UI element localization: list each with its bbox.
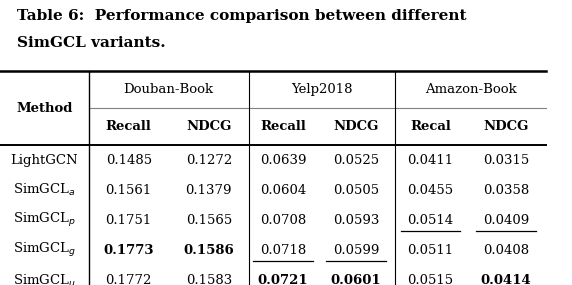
Text: 0.1272: 0.1272: [186, 154, 232, 167]
Text: 0.1586: 0.1586: [184, 244, 234, 257]
Text: 0.0525: 0.0525: [333, 154, 379, 167]
Text: Method: Method: [16, 102, 73, 115]
Text: 0.1485: 0.1485: [106, 154, 152, 167]
Text: 0.1772: 0.1772: [105, 274, 152, 285]
Text: NDCG: NDCG: [186, 120, 232, 133]
Text: 0.0604: 0.0604: [260, 184, 306, 197]
Text: 0.0515: 0.0515: [407, 274, 454, 285]
Text: 0.1583: 0.1583: [186, 274, 232, 285]
Text: 0.0708: 0.0708: [260, 214, 306, 227]
Text: 0.0511: 0.0511: [407, 244, 454, 257]
Text: Douban-Book: Douban-Book: [124, 83, 214, 96]
Text: 0.0411: 0.0411: [407, 154, 454, 167]
Text: Table 6:  Performance comparison between different: Table 6: Performance comparison between …: [17, 9, 467, 23]
Text: 0.0505: 0.0505: [333, 184, 379, 197]
Text: 0.1379: 0.1379: [185, 184, 232, 197]
Text: 0.1751: 0.1751: [106, 214, 152, 227]
Text: 0.0718: 0.0718: [260, 244, 306, 257]
Text: 0.1773: 0.1773: [104, 244, 154, 257]
Text: 0.0514: 0.0514: [407, 214, 454, 227]
Text: 0.0601: 0.0601: [331, 274, 382, 285]
Text: Amazon-Book: Amazon-Book: [424, 83, 517, 96]
Text: SimGCL$_u$: SimGCL$_u$: [13, 272, 76, 285]
Text: 0.0315: 0.0315: [483, 154, 529, 167]
Text: LightGCN: LightGCN: [10, 154, 78, 167]
Text: 0.0358: 0.0358: [483, 184, 529, 197]
Text: 0.0409: 0.0409: [483, 214, 529, 227]
Text: SimGCL variants.: SimGCL variants.: [17, 36, 166, 50]
Text: SimGCL$_a$: SimGCL$_a$: [13, 182, 76, 198]
Text: 0.1561: 0.1561: [106, 184, 152, 197]
Text: 0.0414: 0.0414: [481, 274, 531, 285]
Text: SimGCL$_g$: SimGCL$_g$: [13, 241, 76, 259]
Text: 0.0455: 0.0455: [407, 184, 454, 197]
Text: 0.0599: 0.0599: [333, 244, 379, 257]
Text: SimGCL$_p$: SimGCL$_p$: [13, 211, 76, 229]
Text: NDCG: NDCG: [333, 120, 379, 133]
Text: Recall: Recall: [260, 120, 306, 133]
Text: 0.0593: 0.0593: [333, 214, 379, 227]
Text: 0.0721: 0.0721: [258, 274, 308, 285]
Text: 0.1565: 0.1565: [186, 214, 232, 227]
Text: 0.0639: 0.0639: [260, 154, 307, 167]
Text: Yelp2018: Yelp2018: [291, 83, 352, 96]
Text: 0.0408: 0.0408: [483, 244, 529, 257]
Text: Recal: Recal: [410, 120, 451, 133]
Text: Recall: Recall: [106, 120, 152, 133]
Text: NDCG: NDCG: [483, 120, 529, 133]
